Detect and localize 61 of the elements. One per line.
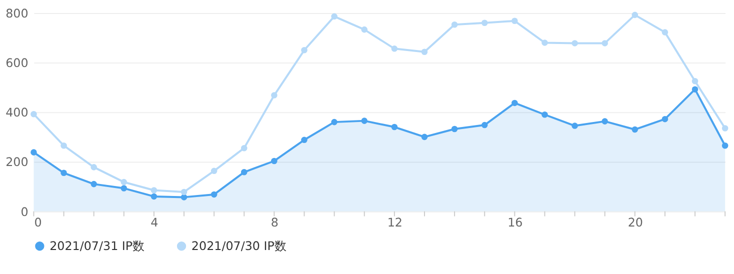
point <box>180 194 188 200</box>
point <box>271 158 278 164</box>
y-tick-label: 0 <box>20 204 28 219</box>
point <box>30 110 37 118</box>
point <box>30 149 37 156</box>
x-tick-label: 8 <box>270 216 278 230</box>
point <box>542 111 548 118</box>
point <box>572 122 578 129</box>
point <box>301 136 308 144</box>
point <box>301 47 308 54</box>
point <box>90 180 97 188</box>
point <box>632 12 638 18</box>
point <box>481 122 488 128</box>
point <box>421 48 428 56</box>
point <box>602 118 608 124</box>
point <box>391 46 398 52</box>
legend-label: 2021/07/30 IP数 <box>191 239 286 254</box>
point <box>692 78 698 84</box>
point <box>481 20 488 26</box>
y-tick-label: 800 <box>6 6 28 20</box>
x-tick-label: 12 <box>387 216 402 230</box>
point <box>60 142 67 149</box>
point <box>150 187 158 194</box>
point <box>662 116 668 122</box>
point <box>271 92 278 98</box>
point <box>90 164 97 170</box>
point <box>361 118 368 124</box>
point <box>391 124 398 130</box>
point <box>632 126 638 133</box>
point <box>150 193 158 200</box>
x-tick-label: 20 <box>628 216 643 230</box>
point <box>662 29 668 36</box>
y-tick-label: 400 <box>6 106 28 120</box>
point <box>331 118 338 126</box>
point <box>120 185 128 192</box>
point <box>722 142 728 149</box>
point <box>451 126 458 132</box>
x-tick-label: 16 <box>508 216 523 230</box>
point <box>331 13 338 20</box>
x-tick-label: 0 <box>34 216 42 230</box>
point <box>60 170 67 176</box>
legend-label: 2021/07/31 IP数 <box>50 239 145 254</box>
point <box>120 178 128 186</box>
y-tick-label: 600 <box>6 56 28 70</box>
point <box>361 26 368 33</box>
point <box>241 169 248 176</box>
point <box>210 168 218 174</box>
point <box>241 144 248 152</box>
point <box>512 18 518 24</box>
point <box>180 188 188 196</box>
y-tick-label: 200 <box>6 155 28 170</box>
point <box>210 191 218 198</box>
x-tick-label: 4 <box>150 216 158 230</box>
point <box>542 40 548 46</box>
point <box>451 21 458 28</box>
point <box>572 40 578 46</box>
point <box>602 40 608 46</box>
point <box>421 134 428 140</box>
point <box>722 125 728 132</box>
point <box>692 86 698 92</box>
point <box>512 100 518 106</box>
